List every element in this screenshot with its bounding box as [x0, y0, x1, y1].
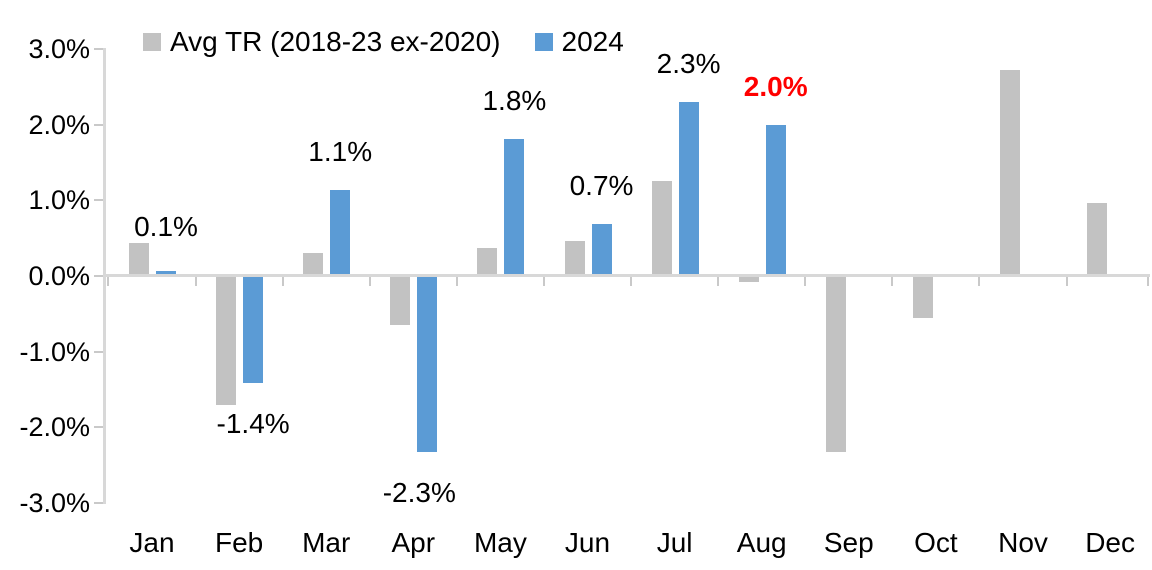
- y-axis-tick: [94, 502, 103, 505]
- x-axis-category-label: Jan: [129, 527, 175, 558]
- x-axis-category-label: May: [473, 527, 527, 558]
- bar-avg-tr-aug: [738, 277, 759, 283]
- legend-item-2024: 2024: [534, 26, 624, 58]
- data-label-mar: 1.1%: [308, 136, 373, 168]
- x-axis-tick: [281, 277, 284, 286]
- x-axis-category-label: Aug: [736, 527, 787, 558]
- x-axis-tick: [107, 277, 110, 286]
- bar-avg-tr-mar: [303, 253, 324, 276]
- y-axis-tick-label: 2.0%: [28, 109, 90, 140]
- bar-avg-tr-apr: [390, 277, 411, 326]
- chart-legend: Avg TR (2018-23 ex-2020) 2024: [143, 26, 624, 58]
- data-label-jun: 0.7%: [569, 169, 634, 201]
- data-label-may: 1.8%: [482, 84, 547, 116]
- x-axis-category-label: Sep: [823, 527, 874, 558]
- data-label-feb: -1.4%: [216, 408, 290, 440]
- bar-2024-feb: [243, 277, 264, 384]
- y-axis-tick-label: -1.0%: [19, 336, 90, 367]
- y-axis-tick-label: -2.0%: [19, 412, 90, 443]
- legend-label-2024: 2024: [561, 26, 624, 57]
- bar-avg-tr-jul: [651, 181, 672, 276]
- y-axis-tick: [94, 123, 103, 126]
- bar-avg-tr-feb: [216, 277, 237, 405]
- x-axis-category-label: Jun: [564, 527, 611, 558]
- legend-item-avg-tr: Avg TR (2018-23 ex-2020): [143, 26, 501, 58]
- legend-swatch-avg-tr: [143, 33, 161, 51]
- y-axis-tick-label: 0.0%: [28, 261, 90, 291]
- bar-2024-jan: [156, 271, 176, 276]
- y-axis-tick-label: -3.0%: [19, 488, 90, 519]
- x-axis-line: [104, 274, 1150, 277]
- data-label-highlighted-aug: 2.0%: [743, 70, 808, 102]
- x-axis-category-label: Mar: [302, 527, 351, 558]
- x-axis-category-label: Nov: [998, 527, 1048, 558]
- data-label-apr: -2.3%: [382, 477, 456, 509]
- y-axis-tick-label: 1.0%: [28, 185, 90, 216]
- x-axis-tick: [455, 277, 458, 286]
- y-axis-tick: [94, 426, 103, 429]
- y-axis-tick: [94, 275, 103, 277]
- x-axis-tick: [1065, 277, 1068, 286]
- x-axis-category-label: Dec: [1085, 527, 1135, 558]
- bar-avg-tr-dec: [1087, 202, 1108, 276]
- x-axis-category-label: Jul: [656, 527, 693, 558]
- legend-swatch-2024: [534, 33, 553, 51]
- legend-label-avg-tr: Avg TR (2018-23 ex-2020): [170, 26, 501, 57]
- data-label-jan: 0.1%: [134, 211, 198, 243]
- x-axis-tick: [717, 277, 720, 286]
- y-axis-tick-label: 3.0%: [28, 33, 90, 64]
- bar-avg-tr-may: [477, 247, 498, 276]
- y-axis-tick: [94, 350, 103, 353]
- x-axis-category-label: Apr: [391, 527, 436, 558]
- bar-avg-tr-jan: [129, 243, 149, 276]
- x-axis-category-label: Oct: [914, 527, 958, 558]
- y-axis-tick: [94, 47, 103, 50]
- x-axis-tick: [804, 277, 807, 286]
- x-axis-tick: [978, 277, 981, 286]
- bar-2024-apr: [417, 277, 438, 453]
- x-axis-tick: [1147, 277, 1149, 286]
- bar-avg-tr-jun: [564, 241, 585, 276]
- y-axis-tick: [94, 199, 103, 202]
- x-axis-tick: [542, 277, 545, 286]
- bar-avg-tr-sep: [825, 277, 846, 453]
- bar-2024-aug: [765, 124, 786, 276]
- x-axis-tick: [194, 277, 197, 286]
- x-axis-tick: [891, 277, 894, 286]
- x-axis-category-label: Feb: [214, 527, 264, 558]
- x-axis-tick: [630, 277, 633, 286]
- x-axis-tick: [368, 277, 371, 286]
- bar-2024-jun: [591, 223, 612, 276]
- bar-2024-mar: [330, 190, 351, 276]
- bar-avg-tr-oct: [912, 277, 933, 318]
- bar-2024-may: [504, 138, 525, 276]
- bar-avg-tr-nov: [1000, 70, 1020, 276]
- data-label-jul: 2.3%: [656, 47, 721, 79]
- bar-2024-jul: [678, 101, 699, 276]
